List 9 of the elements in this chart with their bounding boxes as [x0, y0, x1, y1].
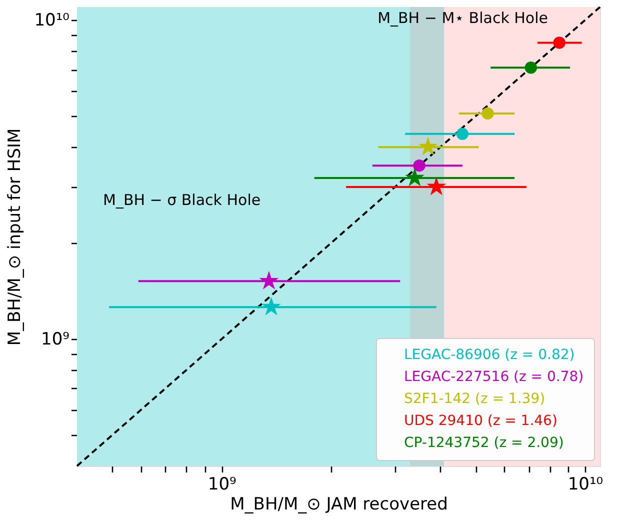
y-axis-title: M_BH/M_⊙ input for HSIM	[5, 128, 26, 346]
annotation: M_BH − M⋆ Black Hole	[378, 9, 548, 27]
x-axis-title: M_BH/M_⊙ JAM recovered	[230, 494, 448, 514]
text: LEGAC-86906 (z = 0.82)	[404, 347, 575, 363]
text: LEGAC-227516 (z = 0.78)	[404, 369, 584, 385]
text: S2F1-142 (z = 1.39)	[404, 391, 546, 407]
annotation: M_BH − σ Black Hole	[103, 191, 261, 209]
text: UDS 29410 (z = 1.46)	[404, 413, 558, 429]
text: CP-1243752 (z = 2.09)	[404, 435, 564, 451]
